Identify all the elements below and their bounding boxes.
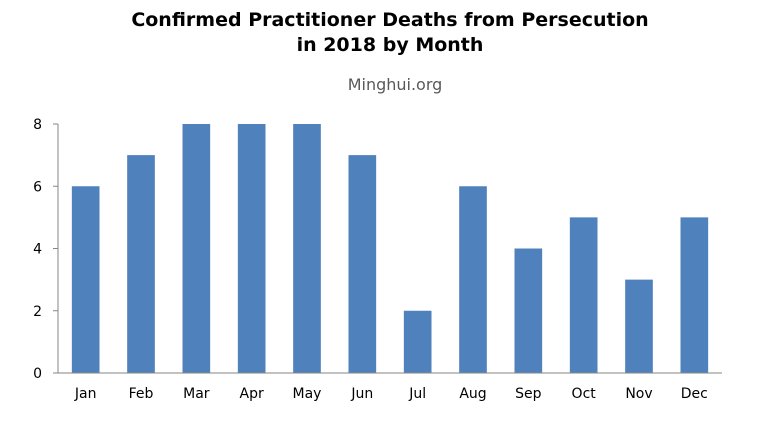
bar-sep <box>514 248 543 373</box>
bar-may <box>293 124 321 373</box>
chart-subtitle: Minghui.org <box>347 75 443 94</box>
y-tick-label-2: 2 <box>33 304 42 320</box>
x-tick-label-may: May <box>293 386 322 402</box>
bars-group <box>71 124 709 373</box>
y-tick-label-0: 0 <box>33 366 42 382</box>
x-tick-label-jun: Jun <box>350 386 373 402</box>
y-tick-label-6: 6 <box>33 179 42 195</box>
x-tick-label-jan: Jan <box>74 386 97 402</box>
chart-title: Confirmed Practitioner Deaths from Perse… <box>0 8 780 58</box>
y-tick-label-8: 8 <box>33 117 42 133</box>
bar-jun <box>348 155 377 373</box>
labels-group: Jan Feb Mar Apr May Jun Jul Aug Sep Oct Nov Dec 0 2 4 6… <box>33 117 708 402</box>
x-tick-label-apr: Apr <box>240 386 264 402</box>
x-tick-label-aug: Aug <box>459 386 486 402</box>
bar-dec <box>680 217 709 373</box>
chart-title-line-1: Confirmed Practitioner Deaths from Perse… <box>131 9 649 31</box>
x-tick-label-oct: Oct <box>572 386 597 402</box>
chart-title-line-2: in 2018 by Month <box>296 34 484 56</box>
x-tick-label-nov: Nov <box>625 386 652 402</box>
bar-nov <box>625 279 653 373</box>
bar-mar <box>182 124 211 373</box>
bar-feb <box>127 155 155 373</box>
x-tick-label-mar: Mar <box>183 386 210 402</box>
x-tick-label-feb: Feb <box>129 386 154 402</box>
x-tick-label-sep: Sep <box>515 386 542 402</box>
bar-oct <box>569 217 598 373</box>
bar-jul <box>403 310 432 373</box>
x-tick-label-dec: Dec <box>681 386 708 402</box>
x-tick-label-jul: Jul <box>408 386 426 402</box>
bar-aug <box>459 186 487 373</box>
bar-jan <box>71 186 100 373</box>
y-tick-label-4: 4 <box>33 242 42 258</box>
bar-apr <box>237 124 266 373</box>
axes-group <box>53 123 722 374</box>
